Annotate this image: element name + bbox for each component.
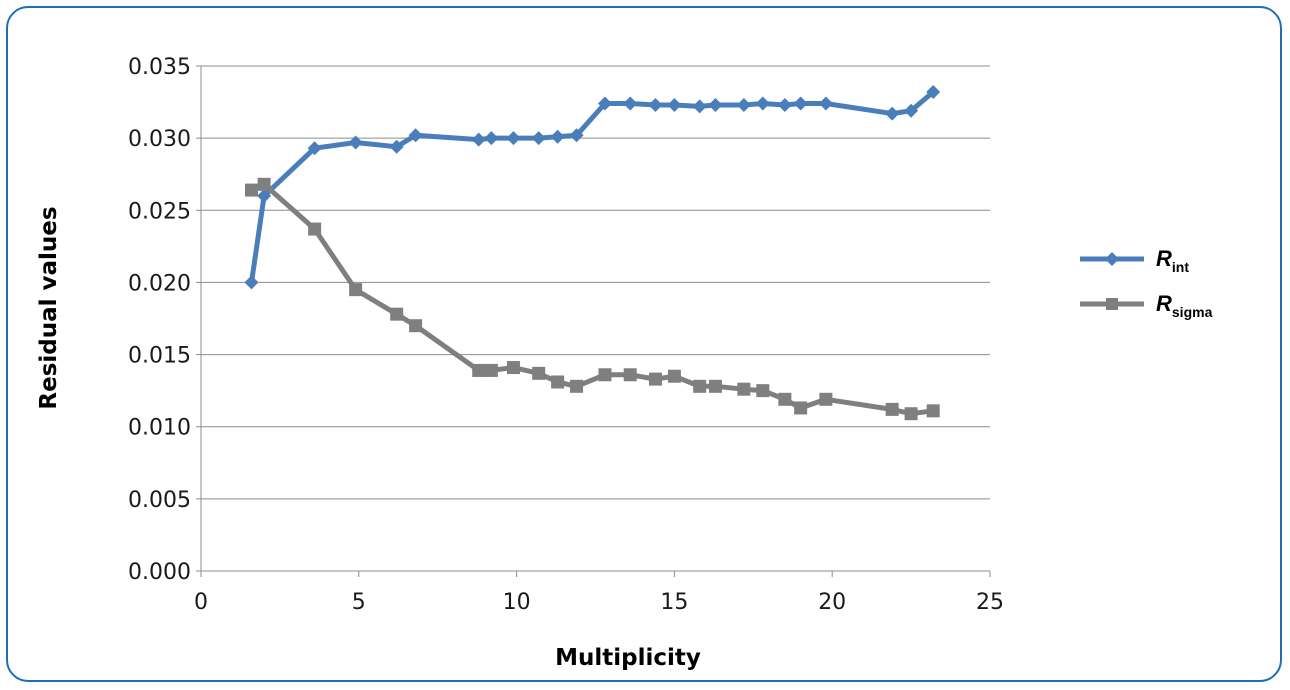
data-point-rint — [926, 84, 941, 99]
y-tick-label: 0.005 — [128, 488, 191, 513]
data-point-rint — [389, 139, 404, 154]
data-point-rsigma — [778, 392, 792, 406]
x-tick-label: 25 — [976, 590, 1004, 615]
data-point-rsigma — [756, 384, 770, 398]
x-tick-labels: 0 5 10 15 20 25 — [194, 590, 1004, 615]
series-layer — [244, 84, 941, 421]
legend-name-rint: R — [1156, 246, 1172, 271]
y-tick-label: 0.035 — [128, 55, 191, 80]
data-point-rsigma — [598, 368, 612, 382]
data-point-rsigma — [244, 183, 258, 197]
data-point-rsigma — [570, 379, 584, 393]
series-line-rint — [249, 90, 935, 283]
data-point-rint — [597, 96, 612, 111]
data-point-rint — [904, 103, 919, 118]
y-tick-labels: 0.000 0.005 0.010 0.015 0.020 0.025 0.030 0.035 — [128, 55, 191, 585]
x-tick-label: 15 — [660, 590, 688, 615]
legend-marker-diamond — [1105, 252, 1119, 266]
x-tick-label: 10 — [503, 590, 531, 615]
data-point-rint — [550, 129, 565, 144]
data-point-rint — [793, 96, 808, 111]
data-point-rint — [348, 135, 363, 150]
data-point-rint — [667, 97, 682, 112]
data-point-rsigma — [409, 319, 423, 333]
x-tick-label: 5 — [352, 590, 366, 615]
data-point-rsigma — [484, 363, 498, 377]
data-point-rsigma — [693, 379, 707, 393]
y-tick-label: 0.000 — [128, 560, 191, 585]
data-point-rint — [708, 97, 723, 112]
data-point-rint — [506, 131, 521, 146]
data-point-rint — [885, 106, 900, 121]
data-point-rint — [692, 99, 707, 114]
legend-label-rint: Rint — [1156, 246, 1189, 275]
data-point-rsigma — [885, 402, 899, 416]
y-axis-title: Residual values — [36, 206, 62, 409]
gridlines — [196, 65, 990, 572]
data-point-rsigma — [623, 368, 637, 382]
x-tick-label: 0 — [194, 590, 208, 615]
data-point-rsigma — [648, 372, 662, 386]
data-point-rsigma — [926, 404, 940, 418]
data-point-rint — [818, 96, 833, 111]
y-tick-label: 0.015 — [128, 344, 191, 369]
data-point-rsigma — [794, 401, 808, 415]
legend-name-rsigma: R — [1156, 291, 1172, 316]
series-line-rsigma — [250, 181, 934, 417]
data-point-rsigma — [737, 382, 751, 396]
chart-frame — [6, 6, 1282, 682]
axes — [200, 66, 991, 577]
data-point-rint — [244, 275, 259, 290]
data-point-rint — [307, 141, 322, 156]
data-point-rsigma — [708, 379, 722, 393]
data-point-rsigma — [349, 283, 363, 297]
data-point-rint — [648, 97, 663, 112]
data-point-rsigma — [819, 392, 833, 406]
x-axis-title: Multiplicity — [555, 645, 701, 671]
data-point-rint — [484, 131, 499, 146]
y-tick-label: 0.030 — [128, 127, 191, 152]
legend: Rint Rsigma — [1080, 246, 1213, 320]
data-point-rint — [408, 128, 423, 143]
data-point-rint — [736, 97, 751, 112]
legend-item-rsigma: Rsigma — [1080, 291, 1213, 320]
data-point-rint — [623, 96, 638, 111]
data-point-rsigma — [472, 363, 486, 377]
data-point-rsigma — [257, 177, 271, 191]
data-point-rsigma — [532, 366, 546, 380]
legend-marker-square — [1106, 298, 1118, 310]
data-point-rint — [531, 131, 546, 146]
data-point-rint — [569, 128, 584, 143]
y-tick-label: 0.010 — [128, 416, 191, 441]
data-point-rint — [471, 132, 486, 147]
x-tick-label: 20 — [818, 590, 846, 615]
legend-subscript-int: int — [1172, 259, 1189, 275]
legend-label-rsigma: Rsigma — [1156, 291, 1213, 320]
legend-subscript-sigma: sigma — [1172, 304, 1213, 320]
data-point-rsigma — [390, 307, 404, 321]
y-tick-label: 0.025 — [128, 199, 191, 224]
data-point-rint — [755, 96, 770, 111]
data-point-rsigma — [667, 369, 681, 383]
data-point-rsigma — [308, 222, 322, 236]
legend-item-rint: Rint — [1080, 246, 1189, 275]
data-point-rint — [257, 188, 272, 203]
data-point-rint — [777, 97, 792, 112]
data-point-rsigma — [551, 375, 565, 389]
data-point-rsigma — [904, 407, 918, 421]
data-point-rsigma — [506, 361, 520, 375]
y-tick-label: 0.020 — [128, 271, 191, 296]
